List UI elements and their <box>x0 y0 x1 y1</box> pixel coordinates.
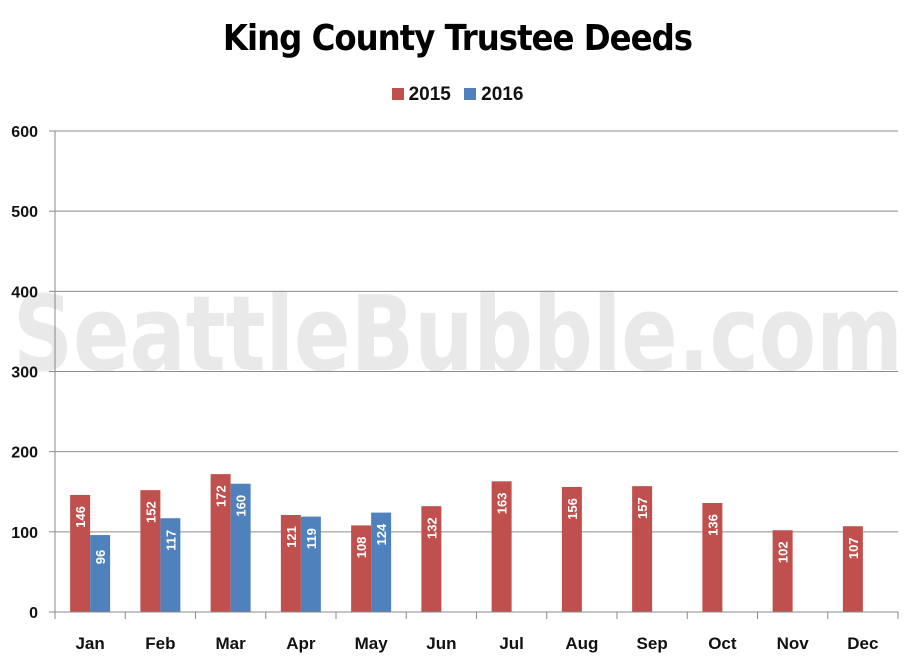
bar-2015-Nov <box>772 530 793 612</box>
x-axis-ticks: Jan Feb Mar Apr May Jun Jul Aug Sep Oct Nov Dec <box>54 612 899 653</box>
bar-2015-Jun <box>421 506 442 612</box>
bar-2016-Apr <box>300 516 321 612</box>
bar-2015-May <box>351 525 372 612</box>
data-label-2015-Aug: 156 <box>565 498 580 520</box>
y-tick-label: 500 <box>11 204 38 221</box>
data-label-2015-Nov: 102 <box>776 541 791 563</box>
data-label-2015-Feb: 152 <box>143 501 158 523</box>
data-label-2016-Jan: 96 <box>93 550 108 564</box>
y-axis-ticks: 0 100 200 300 400 500 600 <box>11 124 55 622</box>
x-tick-label: May <box>355 634 389 653</box>
x-tick-label: Mar <box>216 634 247 653</box>
x-tick-label: Oct <box>708 634 737 653</box>
y-tick-label: 400 <box>11 284 38 301</box>
y-tick-label: 0 <box>29 605 38 622</box>
bar-2016-Jan <box>90 535 111 612</box>
grid-lines <box>55 130 898 533</box>
data-label-2015-Jan: 146 <box>73 506 88 528</box>
legend-label-2015: 2015 <box>408 84 451 105</box>
x-tick-label: Sep <box>637 634 668 653</box>
bar-2016-Feb <box>160 518 181 612</box>
x-tick-label: Nov <box>777 634 810 653</box>
bar-2015-Dec <box>842 526 863 612</box>
data-label-2016-Mar: 160 <box>234 495 249 517</box>
legend: 2015 2016 <box>0 84 915 106</box>
bar-2015-Feb <box>140 490 161 612</box>
x-tick-label: Apr <box>286 634 316 653</box>
watermark: SeattleBubble.com <box>13 273 903 395</box>
legend-item-2015: 2015 <box>391 84 451 106</box>
chart-title: King County Trustee Deeds <box>222 18 693 59</box>
bar-2016-Mar <box>230 483 251 612</box>
bar-2015-Mar <box>210 474 231 612</box>
bar-2015-Oct <box>702 502 723 612</box>
data-label-2015-Jun: 132 <box>424 517 439 539</box>
legend-swatch-2016 <box>464 88 477 100</box>
y-tick-label: 600 <box>11 124 38 141</box>
x-tick-label: Jun <box>426 634 456 653</box>
x-tick-label: Jul <box>499 634 524 653</box>
y-tick-label: 100 <box>11 525 38 542</box>
data-label-2015-Dec: 107 <box>846 537 861 559</box>
bars: 146 96 152 117 172 160 121 119 108 124 132 163 156 15… <box>70 474 863 612</box>
bar-2015-Sep <box>632 486 653 612</box>
legend-label-2016: 2016 <box>481 84 524 105</box>
y-tick-label: 200 <box>11 445 38 462</box>
data-label-2015-Mar: 172 <box>214 485 229 507</box>
x-tick-label: Jan <box>75 634 104 653</box>
data-label-2015-Apr: 121 <box>284 526 299 548</box>
bar-2015-Aug <box>561 486 582 612</box>
x-tick-label: Dec <box>847 634 878 653</box>
bar-2015-Jul <box>491 481 512 612</box>
data-label-2015-May: 108 <box>354 537 369 559</box>
legend-swatch-2015 <box>391 88 404 100</box>
data-label-2015-Oct: 136 <box>705 514 720 536</box>
x-tick-label: Aug <box>565 634 598 653</box>
data-label-2016-Apr: 119 <box>304 528 319 549</box>
data-label-2016-May: 124 <box>374 523 389 545</box>
y-tick-label: 300 <box>11 365 38 382</box>
data-label-2015-Jul: 163 <box>495 492 510 514</box>
bar-2016-May <box>371 512 392 612</box>
data-label-2016-Feb: 117 <box>163 530 178 551</box>
bar-2015-Jan <box>70 494 91 612</box>
legend-item-2016: 2016 <box>464 84 523 106</box>
data-label-2015-Sep: 157 <box>635 497 650 519</box>
bar-2015-Apr <box>280 514 301 612</box>
x-tick-label: Feb <box>145 634 175 653</box>
